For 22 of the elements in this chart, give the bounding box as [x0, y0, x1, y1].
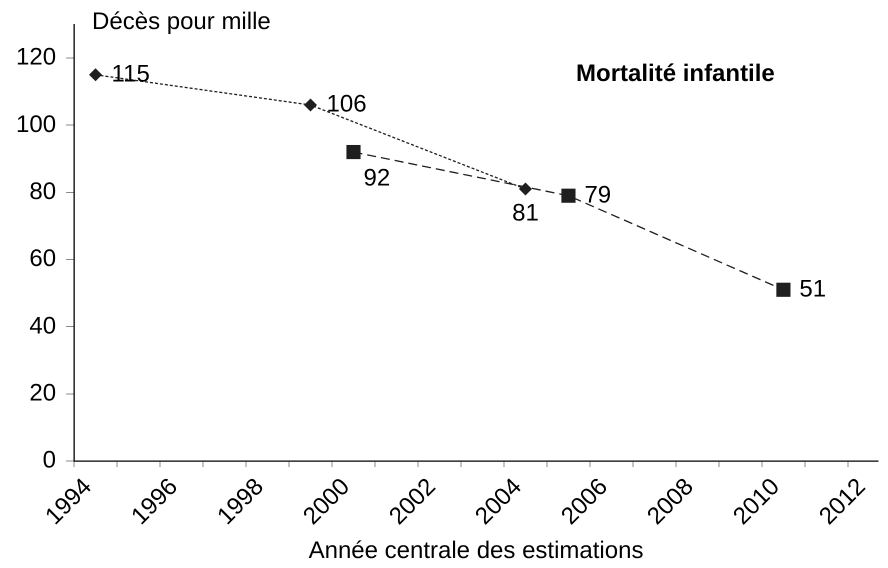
point [776, 282, 790, 297]
y-tick-label: 20 [29, 380, 56, 407]
point [89, 68, 102, 82]
y-tick-label: 40 [29, 312, 56, 340]
y-axis-title: Décès pour mille [92, 8, 271, 36]
point [561, 188, 576, 203]
data-label: 106 [326, 90, 367, 118]
point [518, 182, 532, 196]
data-label: 79 [584, 181, 612, 208]
text: Mortalité infantile [576, 60, 775, 88]
y-tick-label: 0 [42, 446, 56, 474]
point [304, 98, 317, 112]
x-axis-title: Année centrale des estimations [308, 537, 644, 564]
y-tick-label: 100 [16, 110, 56, 138]
data-label: 115 [112, 60, 150, 88]
point [346, 144, 361, 160]
y-tick-label: 120 [16, 44, 56, 71]
data-label: 81 [512, 200, 539, 227]
data-label: 51 [799, 275, 826, 302]
y-tick-label: 60 [29, 245, 56, 272]
data-label: 92 [363, 164, 390, 192]
y-tick-label: 80 [29, 178, 56, 205]
